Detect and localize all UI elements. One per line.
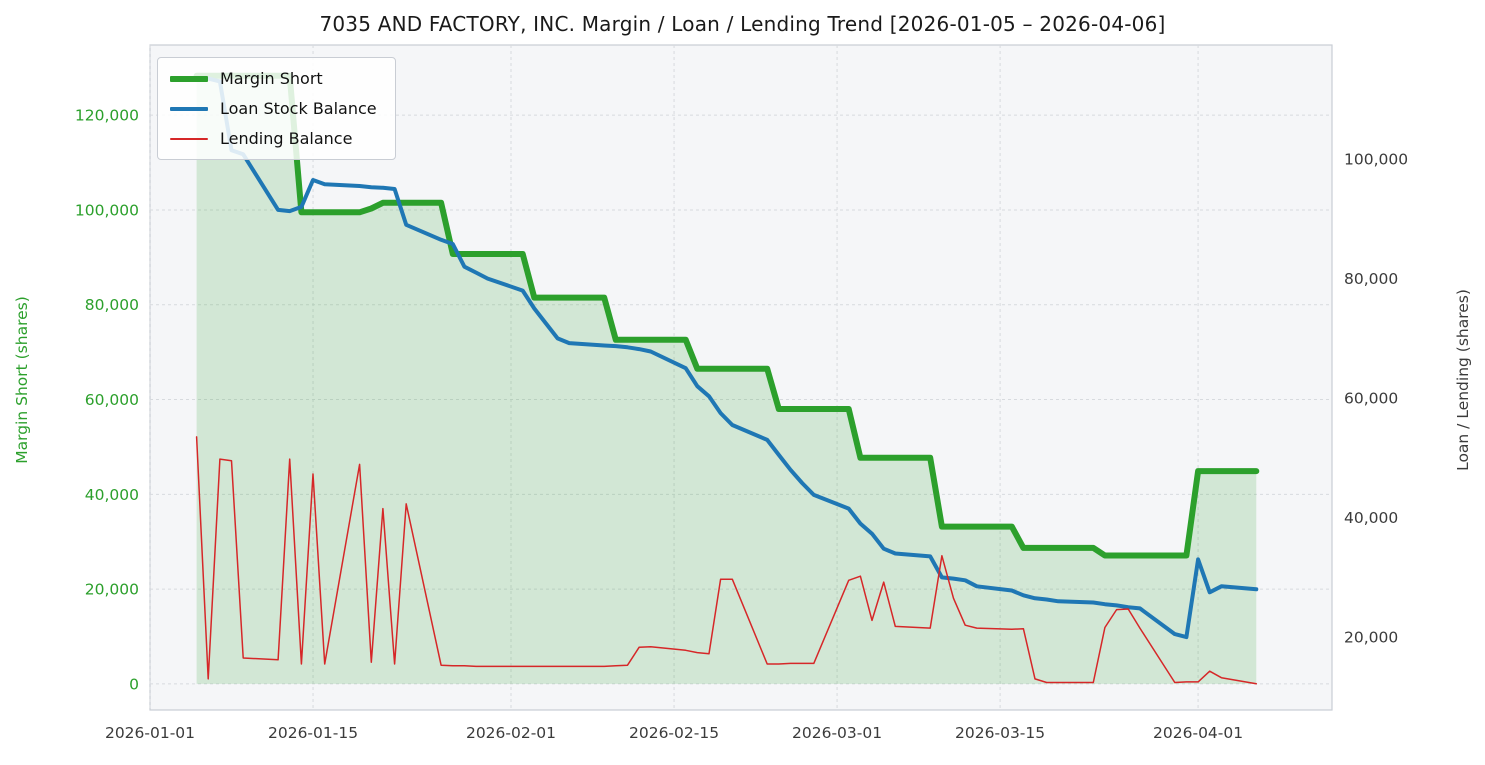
x-axis-tick-label: 2026-03-01 <box>792 724 882 742</box>
x-axis-tick-label: 2026-01-01 <box>105 724 195 742</box>
legend-label-lending-balance: Lending Balance <box>220 129 353 148</box>
loan-stock-balance-line-swatch <box>170 106 208 111</box>
legend-item-lending-balance: Lending Balance <box>170 127 377 150</box>
left-axis-tick-label: 40,000 <box>85 486 139 504</box>
series-line-lending-balance <box>195 436 1258 685</box>
legend-item-margin-short: Margin Short <box>170 67 377 90</box>
x-axis-tick-label: 2026-01-15 <box>268 724 358 742</box>
legend-item-loan-stock-balance: Loan Stock Balance <box>170 97 377 120</box>
x-axis-tick-label: 2026-03-15 <box>955 724 1045 742</box>
legend-label-margin-short: Margin Short <box>220 69 323 88</box>
x-axis-tick-label: 2026-02-01 <box>466 724 556 742</box>
legend: Margin Short Loan Stock Balance Lending … <box>157 57 396 160</box>
margin-short-area-fill <box>196 75 1257 684</box>
series-line-margin-short <box>193 72 1260 559</box>
lending-balance-line-swatch <box>170 137 208 140</box>
margin-short-line-swatch <box>170 75 208 82</box>
left-axis-tick-label: 80,000 <box>85 296 139 314</box>
right-axis-tick-label: 100,000 <box>1344 151 1408 169</box>
left-axis-tick-label: 60,000 <box>85 391 139 409</box>
x-axis-tick-label: 2026-02-15 <box>629 724 719 742</box>
left-axis-tick-label: 20,000 <box>85 581 139 599</box>
chart-title: 7035 AND FACTORY, INC. Margin / Loan / L… <box>319 12 1166 36</box>
right-axis-tick-label: 40,000 <box>1344 509 1398 527</box>
right-axis-tick-label: 60,000 <box>1344 390 1398 408</box>
left-axis-tick-label: 120,000 <box>75 107 139 125</box>
right-axis-title: Loan / Lending (shares) <box>1454 289 1472 471</box>
legend-label-loan-stock-balance: Loan Stock Balance <box>220 99 377 118</box>
right-axis-tick-label: 80,000 <box>1344 270 1398 288</box>
left-axis-title: Margin Short (shares) <box>13 296 31 464</box>
x-axis-tick-label: 2026-04-01 <box>1153 724 1243 742</box>
left-axis-tick-label: 100,000 <box>75 201 139 219</box>
series-line-loan-stock-balance <box>194 76 1259 640</box>
right-axis-tick-label: 20,000 <box>1344 629 1398 647</box>
left-axis-tick-label: 0 <box>129 675 139 693</box>
